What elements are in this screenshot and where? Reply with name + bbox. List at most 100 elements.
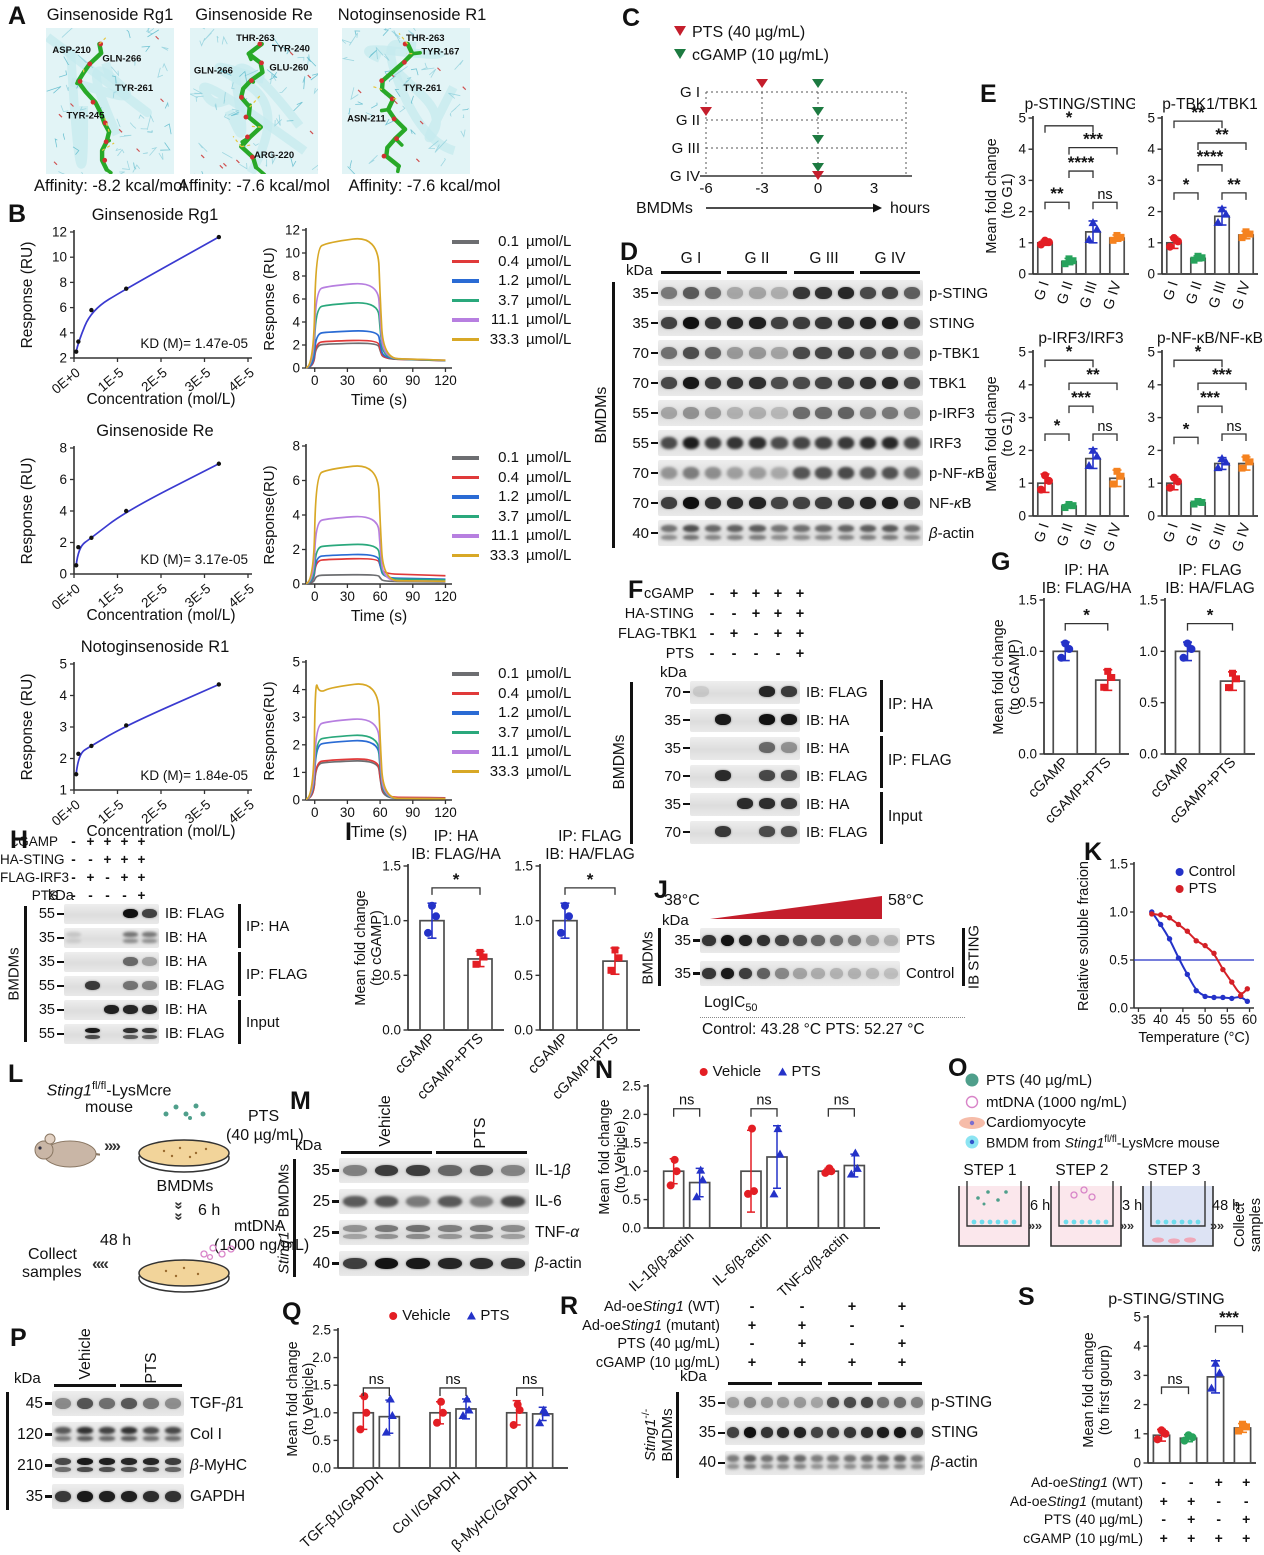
svg-text:60: 60 <box>373 589 388 604</box>
group-underline <box>728 1382 772 1385</box>
svg-text:120: 120 <box>434 589 457 604</box>
legend-cardiomyocyte: Cardiomyocyte <box>986 1114 1087 1131</box>
svg-text:(to G1): (to G1) <box>1000 173 1016 218</box>
svg-text:Response (RU): Response (RU) <box>19 674 36 781</box>
svg-text:5: 5 <box>1147 111 1155 126</box>
kda-header: kDa <box>680 1368 707 1385</box>
docking-title-re: Ginsenoside Re <box>195 6 313 24</box>
spr-sensorgram-rg1: 0 2 4 6 8 10 12 0 30 60 90 120 Time (s) Response (RU) <box>261 222 458 420</box>
svg-text:***: *** <box>1219 1308 1239 1327</box>
blot-side-bar <box>658 928 661 986</box>
panel-p-label: P <box>10 1324 27 1352</box>
svg-text:2: 2 <box>1018 443 1026 458</box>
svg-text:60: 60 <box>373 373 388 388</box>
ip-flag-bracket <box>238 952 241 996</box>
svg-text:2.0: 2.0 <box>312 1350 331 1365</box>
svg-text:Col I/GAPDH: Col I/GAPDH <box>389 1469 463 1538</box>
svg-text:3: 3 <box>59 720 67 735</box>
svg-text:BMDMs: BMDMs <box>636 200 693 217</box>
kda-header: kDa <box>660 664 687 681</box>
group-g2: G II <box>744 250 770 267</box>
coip-blot-irf3: 55 IB: FLAG 35 IB: HA 35 IB: HA 55 IB: FLAG 35 IB… <box>12 902 225 1046</box>
svg-text:2: 2 <box>59 535 67 550</box>
svg-text:3: 3 <box>1018 173 1026 188</box>
ip-flag-label: IP: FLAG <box>246 966 308 983</box>
legend-pts: PTS (40 µg/mL) <box>986 1072 1093 1089</box>
bmdms-label: BMDMs <box>156 1178 214 1195</box>
svg-text:90: 90 <box>405 589 420 604</box>
spr-sensorgram-r1: 0 1 2 3 4 5 0 30 60 90 120 Time (s) Response(RU) <box>261 654 458 852</box>
panel-f: F cGAMP - + + + + HA-STING - - + + + FLAG-TBK1- + - + + P… <box>611 576 1020 844</box>
panel-o-label: O <box>948 1054 968 1082</box>
svg-text:ns: ns <box>522 1372 537 1388</box>
panel-q: Q Vehicle PTS Mean fold change (to Vehicle)… <box>272 1290 584 1555</box>
svg-text:0.0: 0.0 <box>1139 747 1158 762</box>
arrow-right-icon: » » <box>1120 1218 1134 1233</box>
svg-text:0.5: 0.5 <box>1109 953 1128 968</box>
pts-triangle-icon <box>674 26 686 36</box>
svg-text:5: 5 <box>1147 345 1155 360</box>
affinity-rg1: Affinity: -8.2 kcal/mol <box>34 177 186 195</box>
svg-text:2.0: 2.0 <box>622 1107 641 1122</box>
group-g3: G III <box>809 250 839 267</box>
ip-ha-label: IP: HA <box>246 918 290 935</box>
panel-o: O PTS (40 µg/mL) mtDNA (1000 ng/mL) Card… <box>938 1050 1264 1308</box>
svg-text:0: 0 <box>311 373 319 388</box>
kda-header: kDa <box>626 262 653 279</box>
docking-title-r1: Notoginsenoside R1 <box>337 6 487 24</box>
spr-legend-rg1: 0.1 µmol/L 0.4 µmol/L 1.2 µmol/L 3.7 µmol/L 11.1… <box>452 232 632 349</box>
svg-text:Mean fold change: Mean fold change <box>285 1341 301 1456</box>
svg-text:2.5: 2.5 <box>312 1323 331 1338</box>
time-6h: 6 h <box>1030 1198 1051 1214</box>
svg-text:(to Vehicle): (to Vehicle) <box>301 1363 317 1436</box>
svg-text:3: 3 <box>1147 410 1155 425</box>
svg-text:TGF-β1/GAPDH: TGF-β1/GAPDH <box>298 1469 387 1552</box>
input-label: Input <box>888 808 923 825</box>
svg-text:p-NF-κB/NF-κB: p-NF-κB/NF-κB <box>1157 330 1263 347</box>
svg-text:cGAMP: cGAMP <box>392 1031 439 1078</box>
kda-header: kDa <box>48 888 74 904</box>
temp-low: 38°C <box>664 892 700 909</box>
mtdna-dose: (1000 ng/mL) <box>214 1237 310 1254</box>
svg-text:0.5: 0.5 <box>312 1433 331 1448</box>
svg-text:Vehicle: Vehicle <box>402 1307 450 1324</box>
ib-sting-bar <box>962 928 965 986</box>
svg-text:hours: hours <box>890 200 930 217</box>
spr-fit-rg1: 2 4 6 8 10 12 0E+0 1E-5 2E-5 3E-5 4E-5 Concentratio… <box>18 222 258 422</box>
svg-text:40: 40 <box>1153 1012 1168 1027</box>
panel-h-label: H <box>10 826 29 854</box>
legend-pts: PTS (40 µg/mL) <box>692 24 806 41</box>
svg-text:2: 2 <box>292 737 300 752</box>
col-vehicle: Vehicle <box>77 1328 94 1380</box>
svg-text:Time (s): Time (s) <box>351 824 407 841</box>
svg-text:30: 30 <box>340 805 355 820</box>
svg-text:Response (RU): Response (RU) <box>262 247 278 350</box>
svg-text:6: 6 <box>59 300 67 315</box>
collect-line1: Collect <box>1232 1202 1248 1248</box>
panel-a-label: A <box>8 2 27 30</box>
pts-dose: (40 µg/mL) <box>226 1127 304 1144</box>
condition-matrix: Ad-oeSting1 (WT) - - + + Ad-oeSting1 (mutant)… <box>1009 1474 1251 1546</box>
svg-text:1.5: 1.5 <box>1139 593 1158 608</box>
docking-image-rg1: ASP-210 GLN-266 TYR-261 TYR-245 <box>44 21 174 178</box>
panel-k: K 0.0 0.5 1.0 1.5 35 40 45 50 55 60 Temperature (°… <box>1072 836 1264 1058</box>
svg-text:**: ** <box>1215 125 1229 144</box>
svg-text:Time (s): Time (s) <box>351 392 407 409</box>
panel-g-label: G <box>991 548 1011 576</box>
svg-text:0: 0 <box>292 793 300 808</box>
svg-text:12: 12 <box>52 225 67 240</box>
fibrosis-quant-chart: Vehicle PTS Mean fold change (to Vehicle) 0.… <box>284 1304 576 1554</box>
blot-side-label: BMDMs <box>5 947 23 1001</box>
panel-p: P Vehicle PTS kDa 45 TGF-β1 120 Col I 210 β-M… <box>0 1316 280 1555</box>
svg-text:50: 50 <box>1198 1012 1213 1027</box>
svg-text:0.0: 0.0 <box>1018 747 1037 762</box>
rescue-quant-chart: Mean fold change (to first gourp) 0 1 2 3 4 5 ns… <box>1080 1307 1262 1471</box>
svg-text:***: *** <box>1200 388 1220 407</box>
side-line2: BMDMs <box>659 1408 676 1462</box>
svg-text:0.5: 0.5 <box>1139 695 1158 710</box>
svg-text:KD (M)= 1.47e-05: KD (M)= 1.47e-05 <box>140 336 248 351</box>
spr-legend-r1: 0.1 µmol/L 0.4 µmol/L 1.2 µmol/L 3.7 µmol/L 11.1… <box>452 664 632 781</box>
panel-e-label: E <box>980 80 997 108</box>
